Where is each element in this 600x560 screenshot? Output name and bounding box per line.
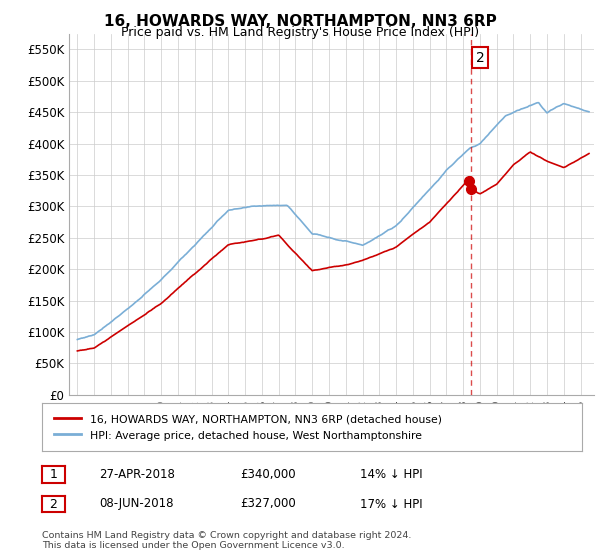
- Text: 27-APR-2018: 27-APR-2018: [99, 468, 175, 482]
- Text: Contains HM Land Registry data © Crown copyright and database right 2024.
This d: Contains HM Land Registry data © Crown c…: [42, 531, 412, 550]
- Text: £327,000: £327,000: [240, 497, 296, 511]
- Text: 2: 2: [476, 51, 484, 65]
- Text: 2: 2: [49, 497, 58, 511]
- Text: £340,000: £340,000: [240, 468, 296, 482]
- Text: 1: 1: [49, 468, 58, 482]
- Legend: 16, HOWARDS WAY, NORTHAMPTON, NN3 6RP (detached house), HPI: Average price, deta: 16, HOWARDS WAY, NORTHAMPTON, NN3 6RP (d…: [47, 407, 448, 447]
- Text: 16, HOWARDS WAY, NORTHAMPTON, NN3 6RP: 16, HOWARDS WAY, NORTHAMPTON, NN3 6RP: [104, 14, 496, 29]
- Text: 14% ↓ HPI: 14% ↓ HPI: [360, 468, 422, 482]
- Text: 17% ↓ HPI: 17% ↓ HPI: [360, 497, 422, 511]
- Text: 08-JUN-2018: 08-JUN-2018: [99, 497, 173, 511]
- Text: Price paid vs. HM Land Registry's House Price Index (HPI): Price paid vs. HM Land Registry's House …: [121, 26, 479, 39]
